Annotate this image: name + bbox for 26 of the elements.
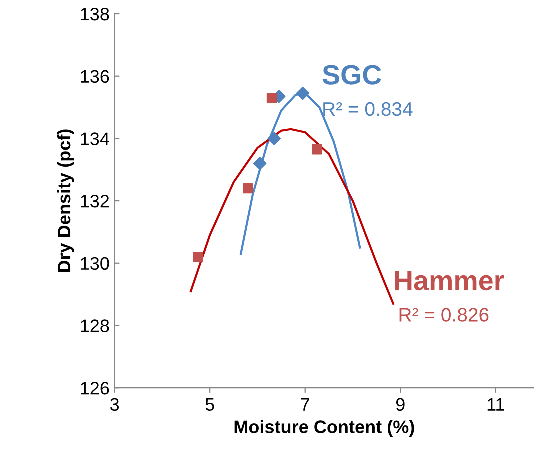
y-tick-label: 136 <box>81 70 110 84</box>
point <box>268 132 281 146</box>
x-tick-label: 9 <box>396 398 405 412</box>
annotation: R² = 0.826 <box>400 308 489 322</box>
x-tick-label: 7 <box>301 398 310 411</box>
x-tick-label: 3 <box>110 398 120 412</box>
series-label: SGC <box>322 65 382 85</box>
point <box>296 86 310 100</box>
line-series <box>190 128 395 305</box>
annotation: R² = 0.834 <box>324 102 413 116</box>
point <box>266 93 278 104</box>
y-tick-label: 126 <box>81 382 110 395</box>
point <box>243 183 254 194</box>
point <box>312 144 322 155</box>
x-axis-title: Moisture Content (%) <box>234 420 414 438</box>
point <box>193 252 204 262</box>
y-tick-label: 138 <box>81 8 110 21</box>
text: Hammer <box>395 271 504 291</box>
y-tick-label: 134 <box>81 132 110 146</box>
y-tick-label: 128 <box>81 320 110 332</box>
x-tick-label: 5 <box>206 398 214 412</box>
y-axis-title: Dry Density (pcf) <box>57 130 74 272</box>
point <box>254 157 267 170</box>
y-tick-label: 132 <box>81 194 110 208</box>
y-tick-label: 130 <box>81 257 110 270</box>
x-tick-label: 11 <box>488 398 504 411</box>
